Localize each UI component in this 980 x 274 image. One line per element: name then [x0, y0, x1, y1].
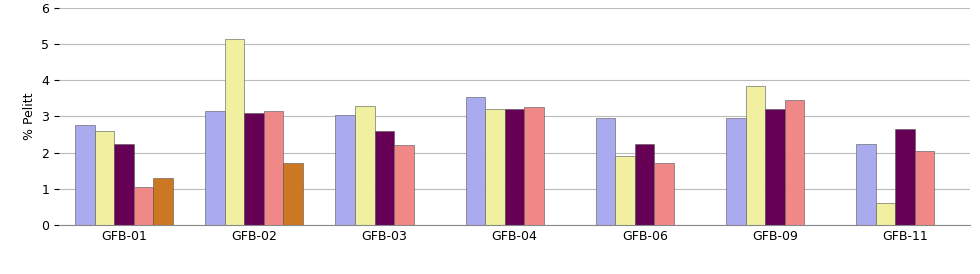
Y-axis label: % Pelitt: % Pelitt: [23, 93, 35, 140]
Bar: [466, 97, 485, 225]
Bar: [635, 144, 655, 225]
Bar: [785, 100, 805, 225]
Bar: [596, 118, 615, 225]
Bar: [205, 111, 224, 225]
Bar: [264, 111, 283, 225]
Bar: [394, 145, 414, 225]
Bar: [485, 109, 505, 225]
Bar: [335, 115, 355, 225]
Bar: [765, 109, 785, 225]
Bar: [655, 163, 674, 225]
Bar: [915, 151, 934, 225]
Bar: [876, 203, 896, 225]
Bar: [244, 113, 264, 225]
Bar: [133, 187, 153, 225]
Bar: [524, 107, 544, 225]
Bar: [75, 125, 95, 225]
Bar: [615, 156, 635, 225]
Bar: [283, 163, 303, 225]
Bar: [896, 129, 915, 225]
Bar: [95, 131, 114, 225]
Bar: [726, 118, 746, 225]
Bar: [153, 178, 172, 225]
Bar: [505, 109, 524, 225]
Bar: [857, 144, 876, 225]
Bar: [355, 106, 374, 225]
Bar: [746, 86, 765, 225]
Bar: [224, 39, 244, 225]
Bar: [114, 144, 133, 225]
Bar: [374, 131, 394, 225]
